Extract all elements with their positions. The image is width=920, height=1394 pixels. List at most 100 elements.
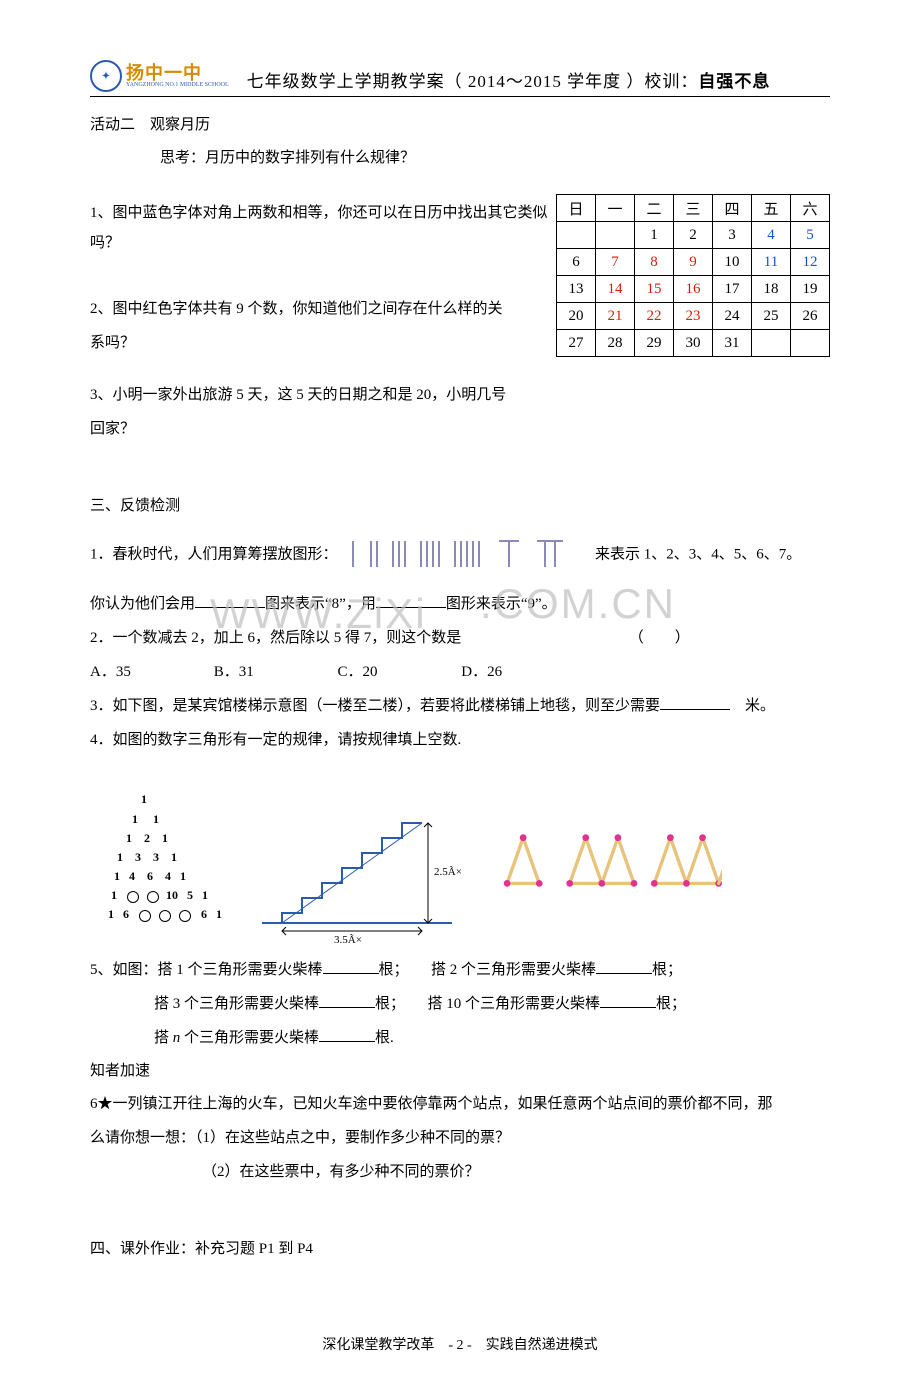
section3-q3-line: 3．如下图，是某宾馆楼梯示意图（一楼至二楼），若要将此楼梯铺上地毯，则至少需要 … bbox=[90, 691, 830, 721]
calendar-cell: 1 bbox=[635, 222, 674, 249]
calendar-cell: 25 bbox=[752, 303, 791, 330]
calendar-cell: 18 bbox=[752, 276, 791, 303]
q2-paren: （ ） bbox=[629, 630, 698, 646]
calendar-cell: 30 bbox=[674, 330, 713, 357]
calendar-cell bbox=[791, 330, 830, 357]
activity2-q3a: 3、小明一家外出旅游 5 天，这 5 天的日期之和是 20，小明几号 bbox=[90, 380, 830, 410]
q1-text-c: 你认为他们会用 bbox=[90, 596, 195, 612]
accel-q6c: （2）在这些票中，有多少种不同的票价？ bbox=[90, 1157, 830, 1187]
calendar-cell: 14 bbox=[596, 276, 635, 303]
logo-badge-icon: ✦ bbox=[90, 60, 122, 92]
calendar-row: 2728293031 bbox=[557, 330, 830, 357]
calendar-cell: 13 bbox=[557, 276, 596, 303]
calendar-row: 13141516171819 bbox=[557, 276, 830, 303]
tally-figure bbox=[341, 537, 591, 573]
q3-text: 3．如下图，是某宾馆楼梯示意图（一楼至二楼），若要将此楼梯铺上地毯，则至少需要 bbox=[90, 698, 660, 714]
calendar-table: 日一二三四五六 12345678910111213141516171819202… bbox=[556, 194, 830, 357]
q1-text-e: 图形来表示“9”。 bbox=[446, 596, 557, 612]
stair-width-label: 3.5Ã× bbox=[334, 934, 362, 943]
calendar-cell: 7 bbox=[596, 249, 635, 276]
calendar-cell: 17 bbox=[713, 276, 752, 303]
calendar-cell: 27 bbox=[557, 330, 596, 357]
staircase-figure: 2.5Ã× 3.5Ã× bbox=[252, 773, 472, 943]
calendar-cell: 21 bbox=[596, 303, 635, 330]
calendar-cell: 6 bbox=[557, 249, 596, 276]
page-footer: 深化课堂教学改革 - 2 - 实践自然递进模式 bbox=[90, 1334, 830, 1354]
q5-g-pre: 搭 bbox=[154, 1030, 173, 1046]
pascal-triangle: 1 1 1 1 2 1 1 3 3 1 1 4 6 4 1 1 10 5 1 1… bbox=[90, 790, 222, 924]
calendar-header-cell: 一 bbox=[596, 195, 635, 222]
q2-choices: A．35 B．31 C．20 D．26 bbox=[90, 657, 830, 687]
q5-f: 根； bbox=[656, 996, 686, 1012]
calendar-cell: 8 bbox=[635, 249, 674, 276]
school-logo: ✦ 扬中一中 YANGZHONG NO.1 MIDDLE SCHOOL bbox=[90, 60, 229, 92]
pascal-blank-circle bbox=[179, 910, 191, 922]
calendar-cell: 31 bbox=[713, 330, 752, 357]
pascal-row: 1 4 6 4 1 bbox=[90, 867, 222, 886]
calendar-cell bbox=[752, 330, 791, 357]
logo-sub-text: YANGZHONG NO.1 MIDDLE SCHOOL bbox=[126, 82, 229, 88]
calendar-cell: 28 bbox=[596, 330, 635, 357]
calendar-cell: 5 bbox=[791, 222, 830, 249]
q5-h: 根. bbox=[375, 1030, 394, 1046]
blank-9 bbox=[376, 592, 446, 608]
activity2-q3b: 回家？ bbox=[90, 414, 830, 444]
q5-g-post: 个三角形需要火柴棒 bbox=[180, 1030, 319, 1046]
q5-a: 5、如图：搭 1 个三角形需要火柴棒 bbox=[90, 962, 323, 978]
calendar-cell: 29 bbox=[635, 330, 674, 357]
q2-text: 2．一个数减去 2，加上 6，然后除以 5 得 7，则这个数是 bbox=[90, 630, 461, 646]
pascal-row: 1 3 3 1 bbox=[90, 848, 222, 867]
choice-a: A．35 bbox=[90, 657, 210, 687]
homework: 四、课外作业：补充习题 P1 到 P4 bbox=[90, 1235, 830, 1264]
stair-height-label: 2.5Ã× bbox=[434, 866, 462, 878]
pascal-blank-circle bbox=[127, 891, 139, 903]
blank-q5-2 bbox=[596, 958, 652, 974]
calendar-cell: 22 bbox=[635, 303, 674, 330]
calendar-header-row: 日一二三四五六 bbox=[557, 195, 830, 222]
blank-q3 bbox=[660, 694, 730, 710]
calendar-cell: 24 bbox=[713, 303, 752, 330]
calendar-cell: 11 bbox=[752, 249, 791, 276]
pascal-blank-circle bbox=[147, 891, 159, 903]
blank-8 bbox=[195, 592, 265, 608]
blank-q5-1 bbox=[323, 958, 379, 974]
accel-q6a: 6★一列镇江开往上海的火车，已知火车途中要依停靠两个站点，如果任意两个站点间的票… bbox=[90, 1089, 830, 1119]
calendar-header-cell: 六 bbox=[791, 195, 830, 222]
calendar-row: 12345 bbox=[557, 222, 830, 249]
calendar-row: 20212223242526 bbox=[557, 303, 830, 330]
footer-left: 深化课堂教学改革 bbox=[322, 1338, 434, 1353]
calendar-row: 6789101112 bbox=[557, 249, 830, 276]
q1-text-b: 来表示 1、2、3、4、5、6、7。 bbox=[595, 546, 801, 562]
q3-unit: 米。 bbox=[745, 698, 775, 714]
choice-c: C．20 bbox=[338, 657, 458, 687]
q5-b: 根； 搭 2 个三角形需要火柴棒 bbox=[379, 962, 597, 978]
calendar-cell: 19 bbox=[791, 276, 830, 303]
calendar-cell: 26 bbox=[791, 303, 830, 330]
pascal-blank-circle bbox=[159, 910, 171, 922]
calendar-header-cell: 二 bbox=[635, 195, 674, 222]
footer-page: - 2 - bbox=[448, 1338, 471, 1353]
calendar-header-cell: 三 bbox=[674, 195, 713, 222]
pascal-row: 1 bbox=[90, 790, 222, 809]
q5-e: 根； 搭 10 个三角形需要火柴棒 bbox=[375, 996, 600, 1012]
section3-q2-line: 2．一个数减去 2，加上 6，然后除以 5 得 7，则这个数是 （ ） bbox=[90, 623, 830, 653]
calendar-cell bbox=[596, 222, 635, 249]
calendar-header-cell: 四 bbox=[713, 195, 752, 222]
footer-right: 实践自然递进模式 bbox=[486, 1338, 598, 1353]
q1-text-a: 1．春秋时代，人们用算筹摆放图形： bbox=[90, 546, 338, 562]
blank-q5-4 bbox=[600, 992, 656, 1008]
calendar-cell: 20 bbox=[557, 303, 596, 330]
q5-line3: 搭 n 个三角形需要火柴棒根. bbox=[90, 1023, 830, 1053]
calendar-cell: 4 bbox=[752, 222, 791, 249]
calendar-cell: 23 bbox=[674, 303, 713, 330]
choice-d: D．26 bbox=[461, 657, 581, 687]
page-header: ✦ 扬中一中 YANGZHONG NO.1 MIDDLE SCHOOL 七年级数… bbox=[90, 60, 830, 97]
pascal-blank-circle bbox=[139, 910, 151, 922]
q5-d: 搭 3 个三角形需要火柴棒 bbox=[154, 996, 319, 1012]
q5-line1: 5、如图：搭 1 个三角形需要火柴棒根； 搭 2 个三角形需要火柴棒根； bbox=[90, 955, 830, 985]
calendar-cell bbox=[557, 222, 596, 249]
calendar-cell: 10 bbox=[713, 249, 752, 276]
calendar-cell: 9 bbox=[674, 249, 713, 276]
pascal-row: 1 1 bbox=[90, 810, 222, 829]
activity2-title: 活动二 观察月历 bbox=[90, 111, 830, 140]
